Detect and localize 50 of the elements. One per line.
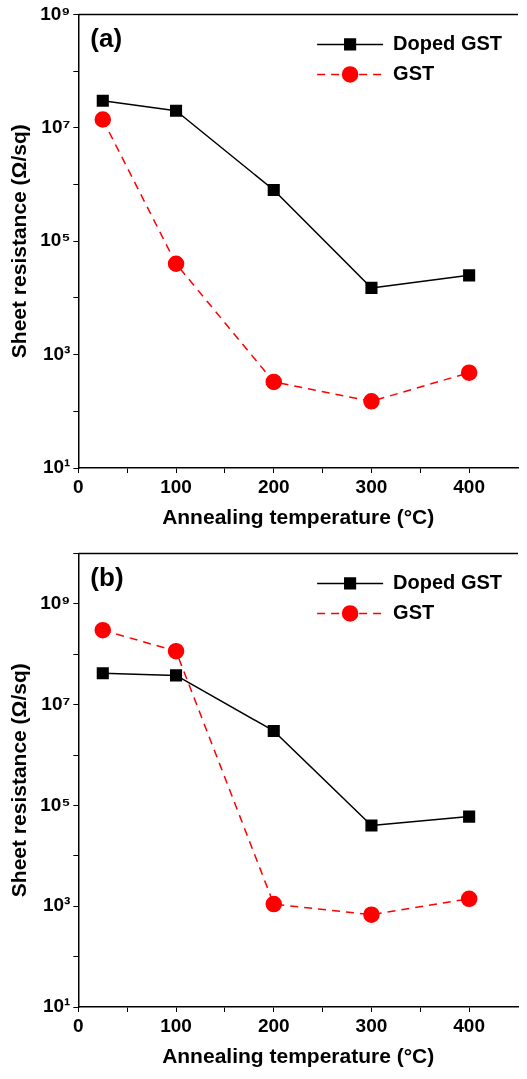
point xyxy=(94,111,112,128)
point xyxy=(167,255,185,273)
y-tick-label: 10⁹ xyxy=(40,592,71,614)
x-tick-label: 300 xyxy=(355,1014,388,1036)
point xyxy=(363,906,380,923)
x-axis-title: Annealing temperature (°C) xyxy=(162,505,435,529)
legend-label: GST xyxy=(393,61,435,84)
y-tick-label: 10³ xyxy=(42,342,71,364)
annotation: (a) xyxy=(90,22,123,53)
x-tick-label: 400 xyxy=(453,475,485,497)
x-tick-label: 400 xyxy=(453,1014,485,1036)
y-tick-label: 10¹ xyxy=(42,995,71,1017)
point xyxy=(365,281,378,294)
point xyxy=(460,890,478,908)
y-tick-label: 10⁷ xyxy=(41,692,71,714)
point xyxy=(267,724,280,738)
legend-label: Doped GST xyxy=(393,570,502,593)
point xyxy=(94,621,112,639)
y-tick-label: 10⁵ xyxy=(40,793,71,815)
point xyxy=(463,269,476,282)
point xyxy=(265,895,282,913)
point xyxy=(96,667,109,680)
legend-label: Doped GST xyxy=(393,31,502,54)
point xyxy=(265,373,282,391)
x-tick-label: 100 xyxy=(160,475,192,497)
point xyxy=(96,94,109,107)
annotation: (b) xyxy=(90,561,124,592)
legend-label: GST xyxy=(393,600,435,623)
y-tick-label: 10¹ xyxy=(42,456,71,478)
point xyxy=(267,183,280,197)
point xyxy=(363,393,380,410)
point xyxy=(460,364,478,381)
x-tick-label: 200 xyxy=(257,1014,290,1036)
x-tick-label: 200 xyxy=(257,475,290,497)
point xyxy=(170,104,183,117)
y-tick-label: 10⁷ xyxy=(41,116,71,138)
point xyxy=(365,819,378,832)
point xyxy=(167,642,185,660)
x-tick-label: 100 xyxy=(160,1014,192,1036)
y-tick-label: 10⁹ xyxy=(40,2,71,24)
x-tick-label: 300 xyxy=(355,475,388,497)
point xyxy=(463,810,476,823)
y-axis-title: Sheet resistance (Ω/sq) xyxy=(7,124,31,359)
point xyxy=(170,669,183,682)
y-tick-label: 10⁵ xyxy=(40,229,71,251)
x-tick-label: 0 xyxy=(73,475,84,497)
x-axis-title: Annealing temperature (°C) xyxy=(162,1044,435,1068)
x-tick-label: 0 xyxy=(73,1014,84,1036)
y-tick-label: 10³ xyxy=(42,894,71,916)
y-axis-title: Sheet resistance (Ω/sq) xyxy=(7,663,31,898)
